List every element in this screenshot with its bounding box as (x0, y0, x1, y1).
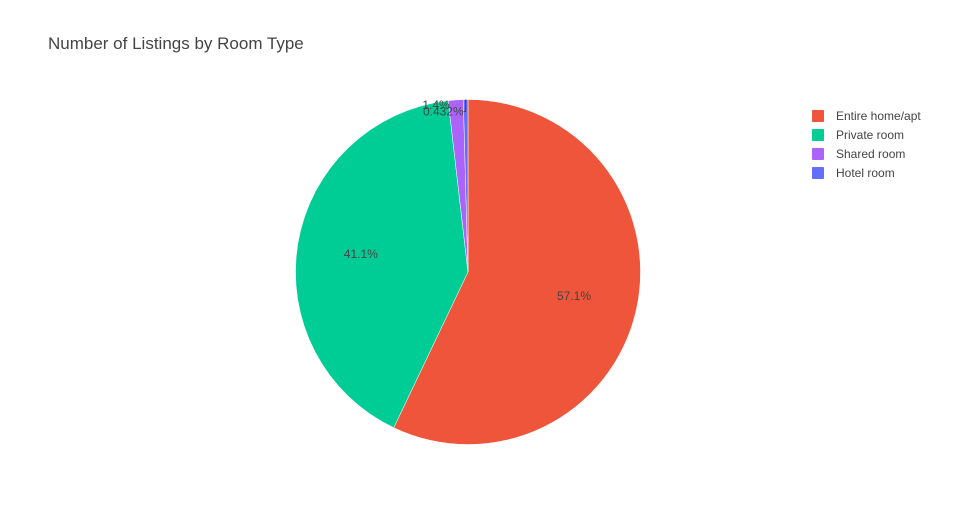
legend-item-shared-room[interactable]: Shared room (812, 144, 921, 163)
legend-swatch (812, 147, 824, 160)
legend-label: Shared room (836, 146, 906, 161)
legend-item-hotel-room[interactable]: Hotel room (812, 163, 921, 182)
slice-label-hotel-room: 0.432% (423, 105, 464, 119)
legend-swatch (812, 128, 824, 141)
legend-label: Entire home/apt (836, 108, 921, 123)
legend-swatch (812, 109, 824, 122)
pie-slice-private-room[interactable] (295, 100, 469, 429)
legend: Entire home/apt Private room Shared room Ho… (812, 106, 921, 182)
legend-item-private-room[interactable]: Private room (812, 125, 921, 144)
legend-label: Private room (836, 127, 905, 142)
slice-label-entire-home-apt: 57.1% (557, 289, 591, 303)
legend-item-entire-home-apt[interactable]: Entire home/apt (812, 106, 921, 125)
legend-swatch (812, 166, 824, 179)
legend-label: Hotel room (836, 165, 895, 180)
pie-slice-entire-home-apt[interactable] (393, 99, 641, 445)
leader-line-hotel-room (463, 99, 467, 113)
chart-title: Number of Listings by Room Type (48, 34, 304, 53)
slice-label-private-room: 41.1% (344, 247, 378, 261)
slice-label-shared-room: 1.4% (422, 98, 450, 112)
